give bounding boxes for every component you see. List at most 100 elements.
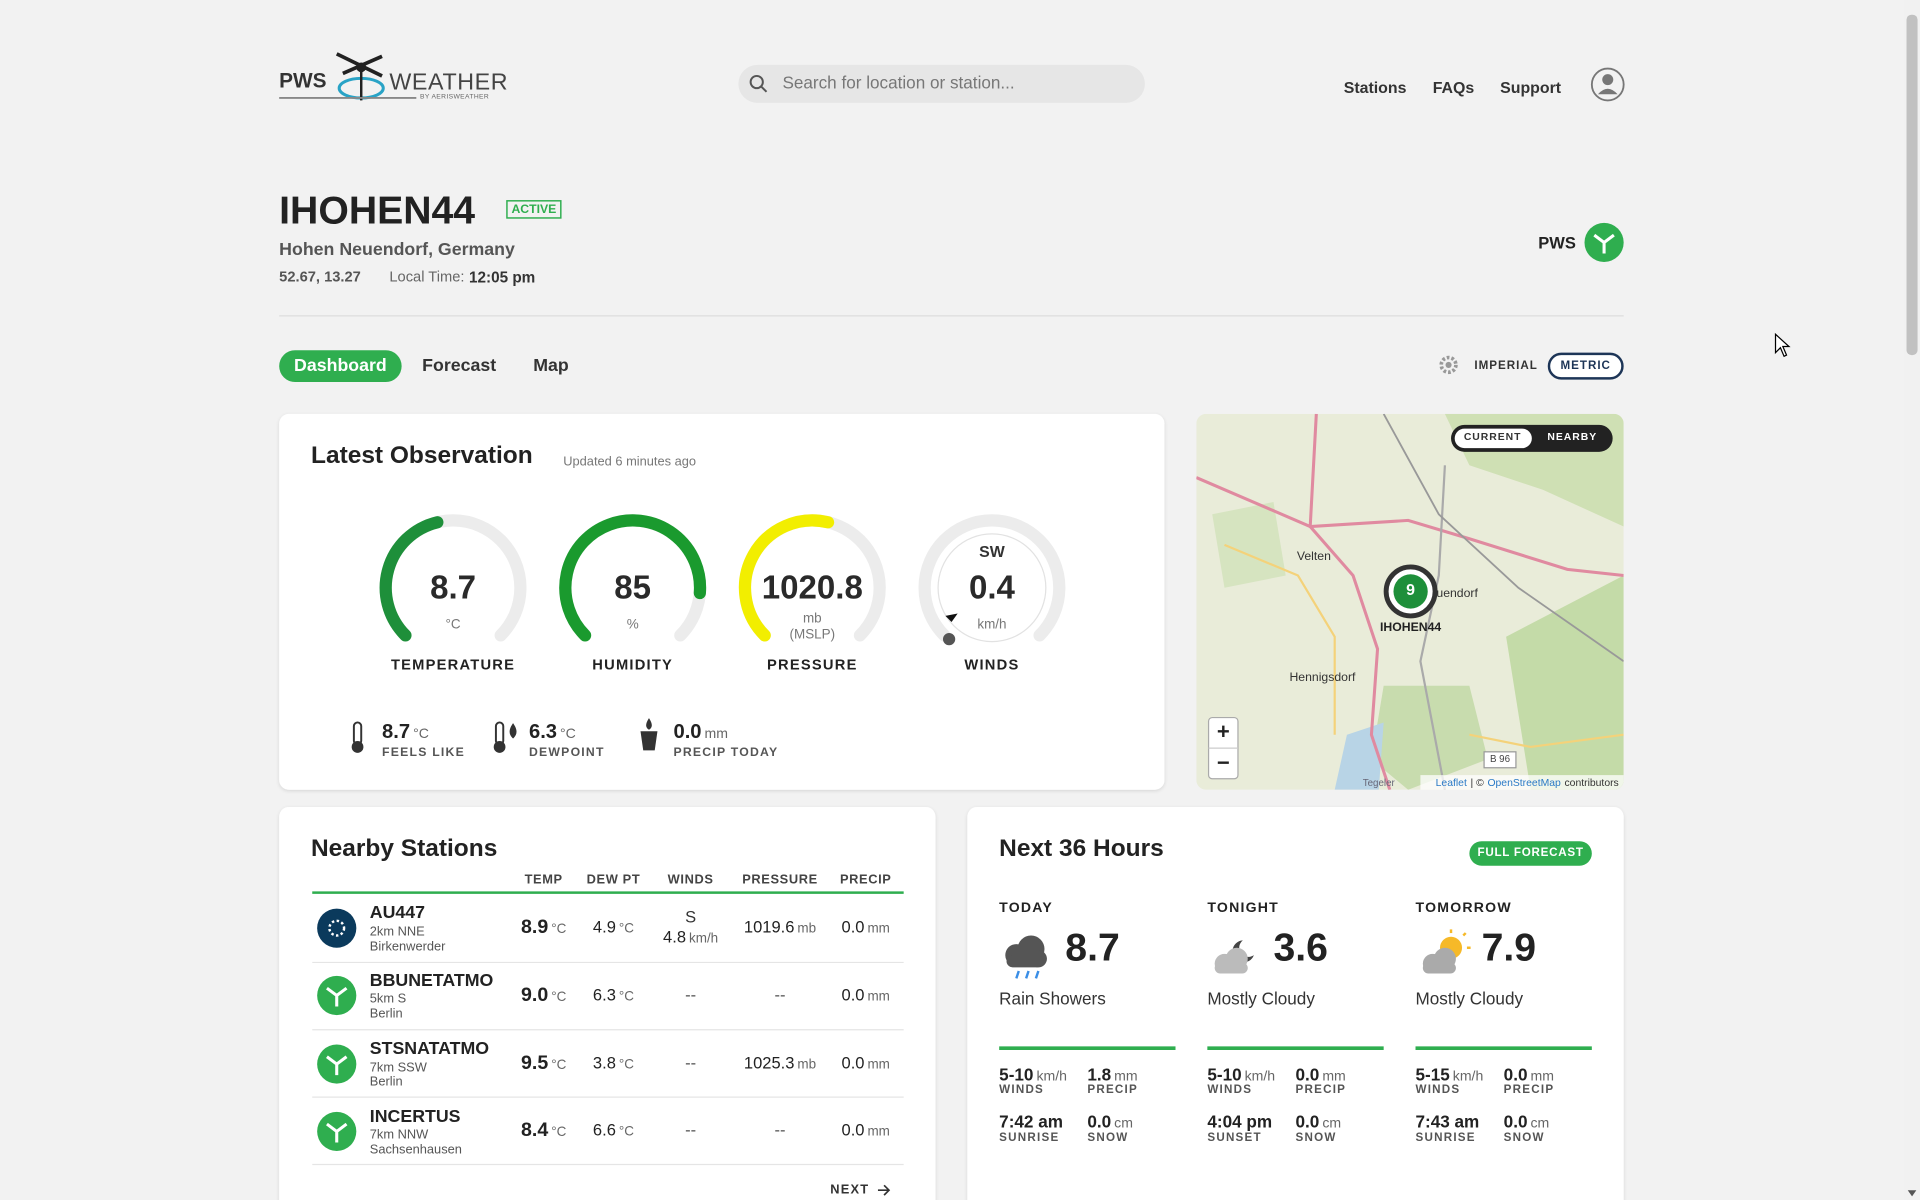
- station-distance: 7km NNW: [369, 1126, 429, 1142]
- local-time-label: Local Time:: [389, 269, 465, 286]
- period-precip: 0.0 mm: [1295, 1064, 1346, 1085]
- tab-pill[interactable]: [279, 350, 402, 383]
- dewpt-value: 6.6: [592, 1121, 616, 1141]
- map-water: Tegeler: [1362, 777, 1395, 789]
- station-status: ACTIVE: [511, 202, 557, 217]
- dewpt-value: 4.9: [592, 917, 616, 937]
- nav-link[interactable]: Stations: [1343, 80, 1407, 98]
- map[interactable]: [1196, 413, 1624, 791]
- map-place: Velten: [1296, 548, 1331, 563]
- gauge-face: [937, 533, 1047, 643]
- forecast-card: [967, 806, 1624, 1200]
- map-marker-label: IHOHEN44: [1380, 619, 1442, 634]
- pressure-value: 1019.6: [743, 917, 795, 937]
- search-box[interactable]: [738, 64, 1145, 103]
- period-label: SUNRISE: [999, 1130, 1060, 1144]
- temp-value: 9.0: [521, 983, 549, 1006]
- unit-toggle[interactable]: METRIC: [1560, 359, 1611, 373]
- map-toggle[interactable]: NEARBY: [1547, 432, 1598, 444]
- zoom-out[interactable]: −: [1216, 749, 1230, 775]
- column-header: WINDS: [667, 871, 714, 887]
- zoom-in[interactable]: +: [1216, 719, 1230, 745]
- gauge-value: 85: [614, 569, 652, 607]
- logo-name: WEATHER: [389, 68, 509, 95]
- period-snow-unit: cm: [1322, 1114, 1342, 1131]
- gauge-unit: mb: [802, 610, 822, 626]
- nav-link[interactable]: FAQs: [1432, 80, 1475, 98]
- temp-unit: °C: [551, 988, 567, 1004]
- tab[interactable]: Map: [533, 355, 569, 376]
- period-label: PRECIP: [1295, 1082, 1347, 1096]
- cursor: [1774, 332, 1791, 358]
- extra-label: FEELS LIKE: [382, 744, 465, 759]
- attribution-part: | ©: [1470, 777, 1484, 789]
- tab[interactable]: Dashboard: [294, 355, 387, 376]
- attribution-part: Leaflet: [1435, 777, 1467, 789]
- precip-unit: mm: [867, 1124, 890, 1140]
- map-toggle[interactable]: CURRENT: [1463, 432, 1522, 444]
- tab[interactable]: Forecast: [422, 355, 497, 376]
- period-name: TOMORROW: [1415, 899, 1512, 916]
- extra-icons: [351, 718, 658, 753]
- period-snow-value: 0.0: [1087, 1111, 1112, 1132]
- precip: 0.0 mm: [842, 986, 890, 1004]
- station-id: IHOHEN44: [279, 189, 476, 233]
- period-winds-unit: km/h: [1036, 1067, 1067, 1084]
- map-cluster[interactable]: 9: [1406, 582, 1416, 600]
- extra: 8.7 °C: [382, 722, 429, 742]
- forecast-button[interactable]: [1469, 841, 1592, 866]
- gauge-label: PRESSURE: [767, 657, 858, 674]
- station-city: Birkenwerder: [369, 938, 446, 954]
- gauge-label: TEMPERATURE: [390, 657, 516, 674]
- nearby-card: [279, 806, 936, 1200]
- scroll-arrow[interactable]: [1907, 1190, 1917, 1197]
- pressure-unit: mb: [797, 1056, 817, 1072]
- search-placeholder[interactable]: Search for location or station...: [782, 72, 1015, 93]
- station-name[interactable]: INCERTUS: [369, 1105, 461, 1126]
- period-precip-value: 0.0: [1295, 1064, 1320, 1085]
- period-label: SNOW: [1295, 1130, 1337, 1144]
- wind-dot: [942, 633, 956, 646]
- period-name: TONIGHT: [1207, 899, 1280, 916]
- period-label: WINDS: [1207, 1082, 1253, 1096]
- pressure-value: 1025.3: [743, 1053, 795, 1073]
- gauge-arc: [379, 516, 444, 642]
- temp-unit: °C: [551, 921, 567, 937]
- pressure: 1025.3 mb: [743, 1053, 817, 1073]
- next-arrow: [877, 1184, 891, 1196]
- scrollbar-thumb[interactable]: [1906, 14, 1918, 356]
- gauge-unit: %: [626, 616, 639, 632]
- next-link[interactable]: NEXT: [830, 1181, 870, 1197]
- dewpt-value: 3.8: [592, 1053, 616, 1073]
- precip-unit: mm: [867, 920, 890, 936]
- unit-toggle[interactable]: IMPERIAL: [1474, 359, 1538, 373]
- station-name[interactable]: BBUNETATMO: [369, 969, 494, 990]
- gauges: [379, 514, 1066, 646]
- card-title: Latest Observation: [311, 441, 533, 469]
- nav-link[interactable]: Support: [1500, 80, 1562, 98]
- pressure: --: [774, 985, 786, 1005]
- wind: --: [685, 1121, 697, 1141]
- period-precip-value: 1.8: [1087, 1064, 1112, 1085]
- precip-unit: mm: [867, 988, 890, 1004]
- precip-unit: mm: [867, 1056, 890, 1072]
- avatar[interactable]: [1590, 67, 1625, 102]
- settings-icon[interactable]: [1439, 355, 1458, 375]
- wind-direction: SW: [979, 544, 1005, 562]
- gauge-value: 8.7: [430, 569, 477, 607]
- map-attribution: Leaflet | © OpenStreetMap contributors: [1436, 778, 1619, 788]
- station-name[interactable]: STSNATATMO: [369, 1038, 490, 1059]
- station-name[interactable]: AU447: [369, 902, 426, 923]
- station-network: PWS: [1538, 233, 1576, 253]
- metric-pill[interactable]: [1547, 352, 1624, 380]
- extra-value: 6.3: [528, 721, 558, 744]
- precip-value: 0.0: [841, 1053, 865, 1073]
- wind: 4.8 km/h: [663, 929, 718, 947]
- period-label: SUNRISE: [1415, 1130, 1476, 1144]
- period-label: PRECIP: [1087, 1082, 1138, 1096]
- period-label: SNOW: [1503, 1130, 1545, 1144]
- forecast-button-label[interactable]: FULL FORECAST: [1477, 846, 1584, 860]
- period-snow-value: 0.0: [1503, 1111, 1528, 1132]
- period-winds-value: 5-10: [999, 1064, 1034, 1085]
- gauge-value: 0.4: [968, 569, 1015, 607]
